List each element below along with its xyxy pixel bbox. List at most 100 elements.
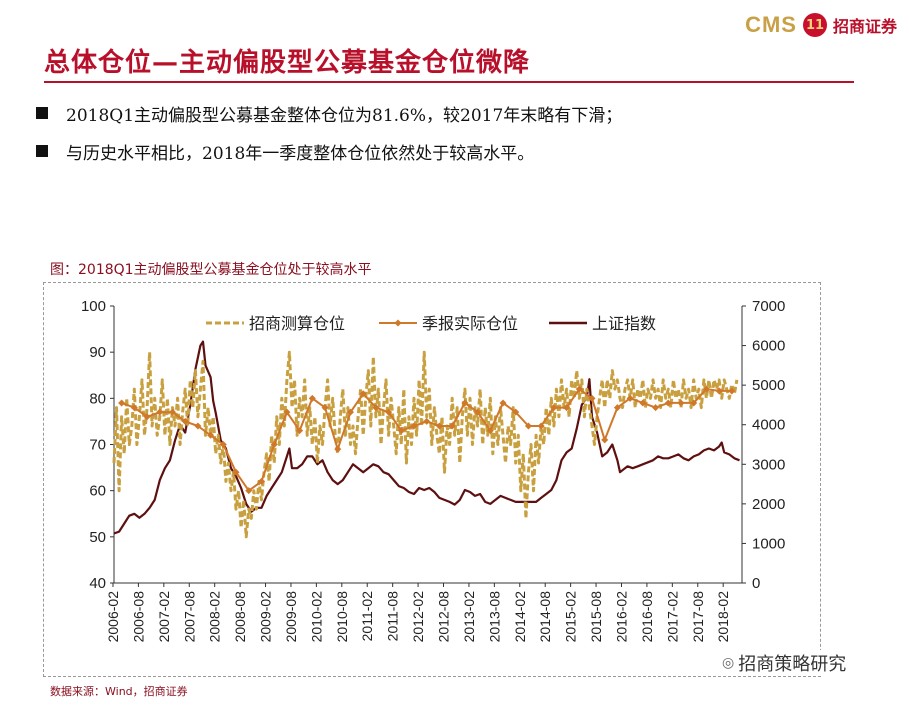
actual-position-marker bbox=[461, 399, 469, 407]
legend-label-actual: 季报实际仓位 bbox=[422, 315, 518, 333]
x-tick-label: 2009-08 bbox=[283, 591, 299, 643]
legend-label-index: 上证指数 bbox=[592, 315, 656, 333]
y-right-tick-label: 1000 bbox=[752, 535, 785, 552]
x-tick-label: 2008-02 bbox=[207, 591, 223, 643]
x-tick-label: 2010-02 bbox=[308, 591, 324, 643]
y-right-tick-label: 7000 bbox=[752, 298, 785, 315]
series-line-estimated-position bbox=[112, 350, 739, 539]
y-left-tick-label: 100 bbox=[81, 298, 106, 315]
actual-position-marker bbox=[257, 477, 265, 485]
actual-position-marker bbox=[563, 404, 571, 412]
actual-position-marker bbox=[664, 399, 672, 407]
y-right-tick-label: 0 bbox=[752, 575, 760, 592]
bullet-item: 与历史水平相比，2018年一季度整体仓位依然处于较高水平。 bbox=[36, 132, 622, 170]
actual-position-marker bbox=[334, 445, 342, 453]
bullet-square-icon bbox=[36, 107, 48, 119]
actual-position-marker bbox=[486, 427, 494, 435]
x-tick-label: 2012-02 bbox=[410, 591, 426, 643]
actual-position-marker bbox=[232, 468, 240, 476]
actual-position-marker bbox=[601, 436, 609, 444]
bullet-text: 与历史水平相比，2018年一季度整体仓位依然处于较高水平。 bbox=[66, 143, 535, 164]
actual-position-marker bbox=[626, 394, 634, 402]
data-source: 数据来源：Wind，招商证券 bbox=[50, 685, 188, 698]
position-chart: 4050607080901000100020003000400050006000… bbox=[81, 298, 785, 643]
actual-position-marker bbox=[296, 427, 304, 435]
actual-position-marker bbox=[181, 417, 189, 425]
y-left-tick-label: 80 bbox=[89, 390, 106, 407]
actual-position-marker bbox=[690, 399, 698, 407]
actual-position-marker bbox=[537, 422, 545, 430]
actual-position-marker bbox=[474, 408, 482, 416]
x-tick-label: 2006-02 bbox=[105, 591, 121, 643]
actual-position-marker bbox=[702, 385, 710, 393]
actual-position-marker bbox=[321, 404, 329, 412]
series-line-shanghai-index bbox=[113, 340, 740, 535]
legend-swatch-actual-marker bbox=[394, 319, 402, 327]
x-tick-label: 2016-08 bbox=[639, 591, 655, 643]
actual-position-marker bbox=[550, 404, 558, 412]
x-tick-label: 2013-02 bbox=[461, 591, 477, 643]
bullet-square-icon bbox=[36, 145, 48, 157]
logo-text: CMS bbox=[745, 12, 797, 37]
actual-position-marker bbox=[613, 404, 621, 412]
actual-position-marker bbox=[423, 417, 431, 425]
x-tick-label: 2014-08 bbox=[537, 591, 553, 643]
actual-position-marker bbox=[168, 408, 176, 416]
y-left-tick-label: 40 bbox=[89, 575, 106, 592]
logo-mark-icon: 11 bbox=[802, 13, 827, 37]
y-left-tick-label: 50 bbox=[89, 529, 106, 546]
x-tick-label: 2018-02 bbox=[715, 591, 731, 643]
y-right-tick-label: 3000 bbox=[752, 456, 785, 473]
actual-position-marker bbox=[448, 422, 456, 430]
x-tick-label: 2014-02 bbox=[512, 591, 528, 643]
actual-position-marker bbox=[130, 404, 138, 412]
legend-label-estimated: 招商测算仓位 bbox=[249, 314, 345, 333]
actual-position-marker bbox=[639, 399, 647, 407]
page-title: 总体仓位—主动偏股型公募基金仓位微降 bbox=[44, 48, 531, 78]
actual-position-marker bbox=[372, 404, 380, 412]
y-left-tick-label: 70 bbox=[89, 437, 106, 454]
x-tick-label: 2012-08 bbox=[436, 591, 452, 643]
x-tick-label: 2009-02 bbox=[258, 591, 274, 643]
y-left-tick-label: 60 bbox=[89, 483, 106, 500]
x-tick-label: 2017-08 bbox=[690, 591, 706, 643]
bullet-text: 2018Q1主动偏股型公募基金整体仓位为81.6%，较2017年末略有下滑； bbox=[66, 105, 623, 126]
x-tick-label: 2011-02 bbox=[359, 591, 375, 642]
x-tick-label: 2007-08 bbox=[181, 591, 197, 643]
actual-position-marker bbox=[359, 390, 367, 398]
actual-position-marker bbox=[207, 431, 215, 439]
actual-position-marker bbox=[219, 441, 227, 448]
actual-position-marker bbox=[194, 422, 202, 430]
actual-position-marker bbox=[397, 427, 405, 435]
actual-position-marker bbox=[118, 399, 126, 407]
chart-frame: 40 50 60 70 80 90 100 0 1000 2000 3000 4000 5000 6000… bbox=[43, 282, 821, 677]
actual-position-marker bbox=[143, 413, 151, 421]
actual-position-marker bbox=[499, 399, 507, 407]
x-tick-label: 2006-08 bbox=[130, 591, 146, 643]
actual-position-marker bbox=[308, 394, 316, 402]
actual-position-marker bbox=[270, 441, 278, 448]
bullet-list: 2018Q1主动偏股型公募基金整体仓位为81.6%，较2017年末略有下滑； 与… bbox=[36, 94, 622, 170]
y-right-tick-label: 2000 bbox=[752, 496, 785, 513]
actual-position-marker bbox=[512, 408, 520, 416]
y-right-tick-label: 4000 bbox=[752, 417, 785, 434]
title-divider bbox=[44, 81, 854, 83]
actual-position-marker bbox=[435, 422, 443, 430]
actual-position-marker bbox=[715, 387, 723, 395]
actual-position-marker bbox=[524, 422, 532, 430]
actual-position-marker bbox=[156, 408, 164, 416]
figure-title: 图：2018Q1主动偏股型公募基金仓位处于较高水平 bbox=[50, 262, 372, 278]
y-right-tick-label: 6000 bbox=[752, 338, 785, 355]
wechat-icon: ◎ bbox=[722, 655, 735, 671]
actual-position-marker bbox=[677, 399, 685, 407]
x-tick-label: 2016-02 bbox=[613, 591, 629, 643]
bullet-item: 2018Q1主动偏股型公募基金整体仓位为81.6%，较2017年末略有下滑； bbox=[36, 94, 622, 132]
y-left-tick-label: 90 bbox=[89, 344, 106, 361]
y-right-tick-label: 5000 bbox=[752, 377, 785, 394]
brand-logo: CMS 11 招商证券 bbox=[745, 12, 897, 38]
x-tick-label: 2011-08 bbox=[385, 591, 401, 642]
x-tick-label: 2015-08 bbox=[588, 591, 604, 643]
x-tick-label: 2013-08 bbox=[486, 591, 502, 643]
actual-position-marker bbox=[245, 487, 253, 495]
actual-position-marker bbox=[588, 394, 596, 402]
